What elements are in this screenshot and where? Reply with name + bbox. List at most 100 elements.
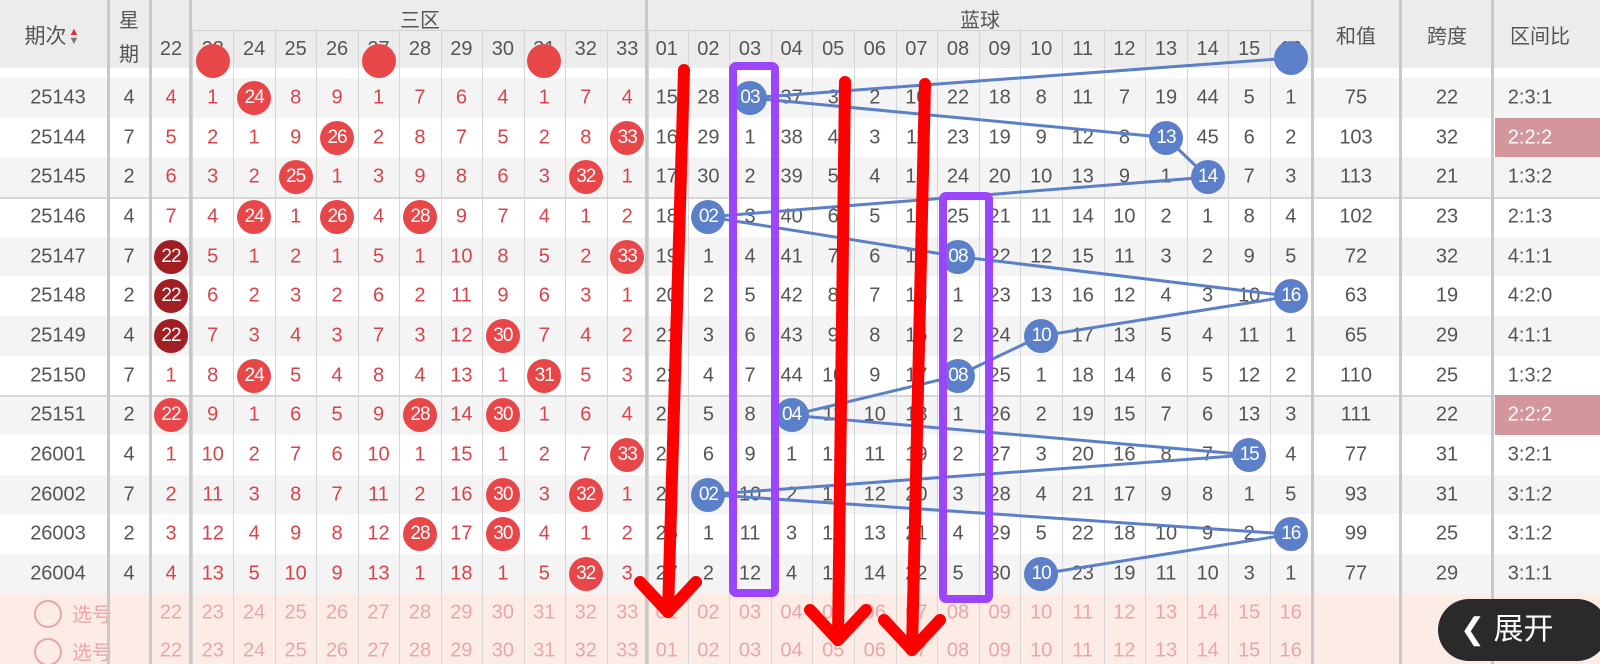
select-label[interactable]: 选号 <box>72 604 112 627</box>
blue-miss-cell: 22 <box>946 86 970 109</box>
period-header[interactable]: 期次 ▲ ▼ <box>25 20 80 50</box>
select-red-number[interactable]: 28 <box>408 601 432 624</box>
blue-miss-cell: 9 <box>744 443 756 466</box>
sort-up-down-icon[interactable]: ▲ ▼ <box>68 26 80 48</box>
select-red-number[interactable]: 30 <box>491 601 514 624</box>
trend-line-segment <box>1040 532 1292 576</box>
blue-miss-cell: 10 <box>1030 165 1053 188</box>
select-label[interactable]: 选号 <box>72 642 112 664</box>
column-divider <box>233 30 235 664</box>
red-miss-cell: 7 <box>165 205 177 228</box>
weekday-cell: 2 <box>123 403 135 426</box>
blue-miss-cell: 3 <box>744 205 756 228</box>
select-red-number[interactable]: 29 <box>450 639 473 662</box>
select-red-number[interactable]: 31 <box>533 639 556 662</box>
blue-miss-cell: 13 <box>863 522 886 545</box>
blue-miss-cell: 1 <box>1285 324 1297 347</box>
select-blue-number[interactable]: 09 <box>988 639 1011 662</box>
blue-miss-cell: 7 <box>1160 403 1172 426</box>
select-blue-number[interactable]: 02 <box>697 639 720 662</box>
select-blue-number[interactable]: 16 <box>1279 601 1302 624</box>
select-blue-number[interactable]: 14 <box>1196 639 1219 662</box>
blue-miss-cell: 3 <box>786 522 798 545</box>
select-blue-number[interactable]: 04 <box>780 601 803 624</box>
blue-miss-cell: 13 <box>1030 284 1053 307</box>
select-blue-number[interactable]: 01 <box>655 639 678 662</box>
select-red-number[interactable]: 32 <box>574 601 597 624</box>
select-blue-number[interactable]: 12 <box>1113 601 1136 624</box>
blue-number-header: 14 <box>1196 38 1219 60</box>
select-red-number[interactable]: 26 <box>325 601 349 624</box>
select-blue-number[interactable]: 15 <box>1238 601 1261 624</box>
red-miss-cell: 5 <box>372 245 385 267</box>
column-divider <box>274 30 276 664</box>
red-miss-cell: 7 <box>372 324 385 347</box>
select-red-number[interactable]: 26 <box>325 639 349 662</box>
expand-button[interactable]: ❮ 展开 <box>1438 599 1600 661</box>
select-blue-number[interactable]: 11 <box>1072 601 1094 624</box>
select-blue-number[interactable]: 14 <box>1196 601 1219 624</box>
select-red-number[interactable]: 25 <box>284 639 307 662</box>
red-miss-cell: 3 <box>331 324 343 347</box>
select-red-number[interactable]: 29 <box>450 601 473 624</box>
section-divider <box>645 0 648 664</box>
select-red-number[interactable]: 24 <box>243 601 266 624</box>
weekday-cell: 7 <box>123 126 135 148</box>
select-blue-number[interactable]: 03 <box>738 601 762 624</box>
select-blue-number[interactable]: 12 <box>1113 639 1136 662</box>
select-circle-icon[interactable] <box>34 599 62 628</box>
select-blue-number[interactable]: 10 <box>1030 639 1053 662</box>
select-red-number[interactable]: 33 <box>616 639 639 662</box>
select-red-number[interactable]: 25 <box>284 601 307 624</box>
blue-miss-cell: 17 <box>655 165 678 188</box>
select-red-number[interactable]: 33 <box>616 601 639 624</box>
select-blue-number[interactable]: 13 <box>1154 601 1178 624</box>
select-red-number[interactable]: 22 <box>159 639 183 662</box>
select-blue-number[interactable]: 06 <box>863 639 886 662</box>
blue-miss-cell: 7 <box>1118 86 1130 109</box>
select-red-number[interactable]: 23 <box>201 639 224 662</box>
select-blue-number[interactable]: 08 <box>946 639 970 662</box>
red-miss-cell: 14 <box>450 403 473 426</box>
select-blue-number[interactable]: 03 <box>738 639 762 662</box>
red-miss-cell: 10 <box>450 245 473 267</box>
select-red-number[interactable]: 23 <box>201 601 224 624</box>
blue-miss-cell: 44 <box>780 364 803 387</box>
column-divider <box>316 30 318 664</box>
select-red-number[interactable]: 28 <box>408 639 432 662</box>
select-red-number[interactable]: 27 <box>367 639 390 662</box>
red-miss-cell: 2 <box>538 443 550 466</box>
period-cell: 25149 <box>30 324 86 347</box>
blue-number-header: 02 <box>697 38 720 60</box>
select-blue-number[interactable]: 02 <box>697 601 720 624</box>
select-blue-number[interactable]: 16 <box>1279 639 1302 662</box>
select-red-number[interactable]: 30 <box>491 639 514 662</box>
select-red-number[interactable]: 24 <box>243 639 266 662</box>
red-ball: 33 <box>610 239 645 274</box>
select-blue-number[interactable]: 08 <box>946 601 970 624</box>
red-miss-cell: 7 <box>538 324 550 347</box>
red-miss-cell: 8 <box>497 245 509 267</box>
blue-miss-cell: 4 <box>869 165 881 188</box>
select-blue-number[interactable]: 04 <box>780 639 803 662</box>
red-miss-cell: 5 <box>165 126 177 148</box>
select-blue-number[interactable]: 11 <box>1072 639 1094 662</box>
span-cell: 25 <box>1435 364 1459 387</box>
blue-miss-cell: 7 <box>869 284 881 307</box>
ratio-cell: 4:1:1 <box>1507 245 1553 267</box>
ratio-cell: 2:2:2 <box>1507 126 1553 148</box>
sum-cell: 103 <box>1339 126 1373 148</box>
select-blue-number[interactable]: 09 <box>988 601 1011 624</box>
select-red-number[interactable]: 27 <box>367 601 390 624</box>
sum-cell: 110 <box>1340 364 1372 387</box>
select-red-number[interactable]: 31 <box>533 601 556 624</box>
select-blue-number[interactable]: 15 <box>1238 639 1261 662</box>
blue-miss-cell: 14 <box>863 562 886 585</box>
red-miss-cell: 6 <box>290 403 302 426</box>
select-blue-number[interactable]: 10 <box>1030 601 1053 624</box>
select-red-number[interactable]: 22 <box>159 601 183 624</box>
select-red-number[interactable]: 32 <box>574 639 597 662</box>
table-row <box>0 554 1600 594</box>
select-blue-number[interactable]: 13 <box>1154 639 1178 662</box>
weekday-cell: 2 <box>123 522 135 545</box>
